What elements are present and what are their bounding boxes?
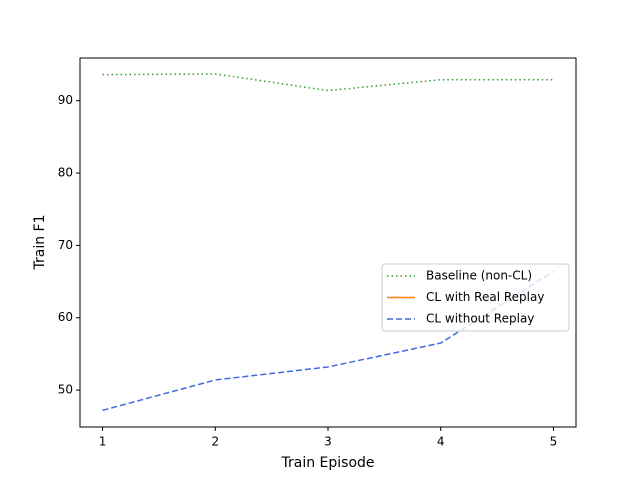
y-tick-label: 70 bbox=[58, 238, 73, 252]
legend-box bbox=[381, 263, 570, 332]
x-tick-label: 2 bbox=[211, 435, 219, 449]
y-axis-label: Train F1 bbox=[32, 214, 48, 270]
legend-label: CL with Real Replay bbox=[426, 290, 544, 304]
y-tick-label: 50 bbox=[58, 383, 73, 397]
x-tick-label: 5 bbox=[550, 435, 558, 449]
x-axis-label: Train Episode bbox=[280, 455, 374, 471]
x-tick-label: 4 bbox=[437, 435, 445, 449]
y-tick-label: 60 bbox=[58, 310, 73, 324]
x-tick-label: 1 bbox=[99, 435, 107, 449]
x-tick-label: 3 bbox=[324, 435, 332, 449]
legend-label: CL without Replay bbox=[426, 312, 534, 326]
axes-frame bbox=[79, 57, 577, 428]
y-tick-label: 80 bbox=[58, 166, 73, 180]
y-tick-label: 90 bbox=[58, 93, 73, 107]
legend-label: Baseline (non-CL) bbox=[426, 269, 532, 283]
series-line bbox=[102, 73, 554, 92]
